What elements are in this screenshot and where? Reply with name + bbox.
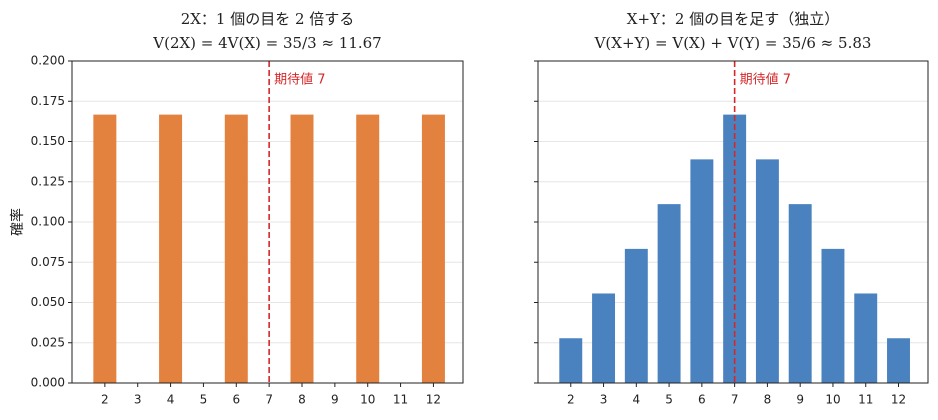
x-tick-label: 5 — [665, 393, 673, 407]
chart-subtitle: V(X+Y) = V(X) + V(Y) = 35/6 ≈ 5.83 — [594, 34, 872, 52]
bar — [592, 293, 616, 383]
x-tick-label: 9 — [796, 393, 804, 407]
annotation: 期待値 7 — [274, 72, 325, 88]
bar — [224, 114, 248, 383]
y-tick-label: 0.025 — [31, 335, 65, 349]
y-tick-label: 0.050 — [31, 295, 65, 309]
y-axis-label: 確率 — [9, 208, 26, 236]
y-tick-label: 0.200 — [31, 54, 65, 68]
bar — [887, 338, 910, 383]
x-tick-label: 12 — [891, 393, 906, 407]
x-tick-label: 4 — [632, 393, 640, 407]
x-tick-label: 6 — [698, 393, 706, 407]
bar — [624, 248, 648, 383]
bar — [559, 338, 583, 383]
y-tick-label: 0.125 — [31, 174, 65, 188]
y-tick-label: 0.150 — [31, 134, 65, 148]
chart-title: 2X：1 個の目を 2 倍する — [181, 10, 355, 28]
x-tick-label: 8 — [298, 393, 306, 407]
chart-title: X+Y：2 個の目を足す（独立） — [627, 10, 839, 28]
bar — [755, 159, 779, 383]
bar — [159, 114, 183, 383]
bar — [821, 248, 845, 383]
x-tick-label: 7 — [265, 393, 273, 407]
bar — [290, 114, 314, 383]
x-tick-label: 4 — [167, 393, 175, 407]
x-tick-label: 8 — [764, 393, 772, 407]
y-tick-label: 0.000 — [31, 376, 65, 390]
x-tick-label: 10 — [825, 393, 840, 407]
bar — [854, 293, 878, 383]
y-tick-label: 0.075 — [31, 255, 65, 269]
x-tick-label: 9 — [331, 393, 339, 407]
bar — [690, 159, 714, 383]
x-tick-label: 10 — [360, 393, 375, 407]
chart-subtitle: V(2X) = 4V(X) = 35/3 ≈ 11.67 — [152, 34, 381, 52]
bar — [788, 204, 812, 383]
x-tick-label: 7 — [731, 393, 739, 407]
y-tick-label: 0.100 — [31, 215, 65, 229]
x-tick-label: 5 — [200, 393, 208, 407]
y-tick-label: 0.175 — [31, 94, 65, 108]
bar — [421, 114, 445, 383]
x-tick-label: 6 — [232, 393, 240, 407]
plot-frame — [71, 60, 464, 384]
bar — [93, 114, 117, 383]
x-tick-label: 3 — [134, 393, 142, 407]
plot-frame — [537, 60, 929, 384]
x-tick-label: 12 — [426, 393, 441, 407]
bar — [723, 114, 747, 383]
bar — [356, 114, 380, 383]
annotation: 期待値 7 — [740, 72, 791, 88]
x-tick-label: 2 — [567, 393, 575, 407]
x-tick-label: 3 — [600, 393, 608, 407]
x-tick-label: 11 — [393, 393, 408, 407]
bar — [657, 204, 681, 383]
x-tick-label: 11 — [858, 393, 873, 407]
x-tick-label: 2 — [101, 393, 109, 407]
